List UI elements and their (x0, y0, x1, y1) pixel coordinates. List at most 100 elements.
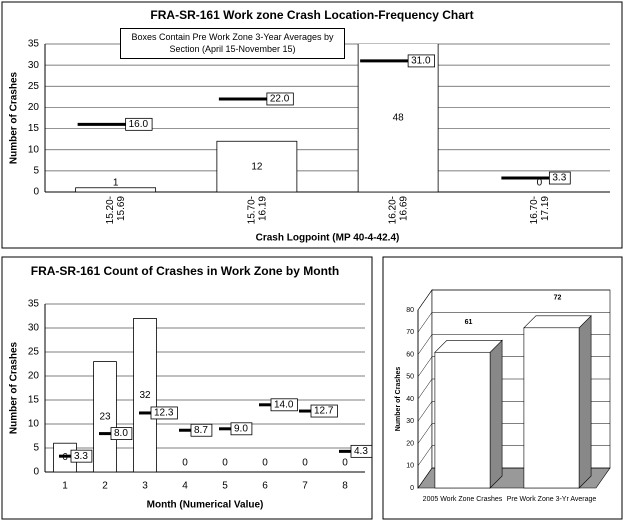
y-tick-label: 20 (28, 102, 40, 113)
bar-value-label: 0 (222, 458, 228, 469)
y-tick-label: 60 (406, 351, 414, 358)
marker-label-box (266, 92, 294, 106)
y-tick-label: 30 (406, 418, 414, 425)
grid-line-side (417, 334, 433, 355)
marker-label: 3.3 (74, 451, 88, 462)
bar-value-label: 6 (62, 452, 68, 463)
x-axis-title: Crash Logpoint (MP 40-4-42.4) (256, 233, 400, 244)
y-tick-label: 80 (406, 307, 414, 314)
marker-label: 12.7 (314, 406, 334, 417)
grid-line-side (417, 289, 433, 311)
bar (216, 140, 298, 192)
y-tick-label: 40 (406, 396, 414, 403)
bar (357, 44, 439, 192)
panel-frame (1, 1, 623, 249)
y-tick-label: 30 (28, 60, 40, 71)
panel-frame (1, 256, 373, 520)
annotation-box: Boxes Contain Pre Work Zone 3-Year Avera… (120, 28, 345, 59)
x-tick-label: 3 (142, 481, 148, 492)
y-tick-label: 50 (406, 374, 414, 381)
x-tick-label: 6 (262, 481, 268, 492)
y-tick-label: 70 (406, 329, 414, 336)
x-tick-label: 7 (302, 481, 308, 492)
marker-label-box (190, 423, 213, 437)
marker-label: 12.3 (154, 408, 174, 419)
grid-line-side (417, 312, 433, 333)
marker-label: 16.0 (129, 119, 149, 130)
x-tick-label: 4 (182, 481, 188, 492)
marker-label-box (150, 406, 178, 420)
x-tick-label: 2005 Work Zone Crashes (423, 496, 503, 503)
marker-label-box (548, 171, 571, 185)
x-tick-label: 16.20-16.69 (387, 196, 409, 225)
marker-label-box (270, 398, 298, 412)
marker-label: 31.0 (411, 56, 431, 67)
x-tick-label: 2 (102, 481, 108, 492)
bar-value-label: 1 (113, 178, 119, 189)
bar-top (523, 315, 592, 329)
y-tick-label: 10 (406, 463, 414, 470)
y-tick-label: 15 (28, 123, 40, 134)
y-axis-title: Number of Crashes (9, 71, 20, 164)
marker-label-box (230, 422, 253, 436)
y-tick-label: 20 (28, 371, 40, 382)
bar-top (434, 339, 503, 353)
grid-line-side (417, 401, 433, 422)
bar-value-label: 0 (302, 458, 308, 469)
marker-label-box (70, 449, 93, 463)
marker-label: 22.0 (270, 94, 290, 105)
panel-frame (382, 256, 623, 520)
annotation: Boxes Contain Pre Work Zone 3-Year Avera… (120, 28, 345, 59)
bar-value-label: 0 (262, 458, 268, 469)
y-tick-label: 0 (33, 467, 39, 478)
y-tick-label: 35 (28, 39, 40, 50)
bar-value-label: 0 (537, 178, 543, 189)
y-tick-label: 0 (410, 485, 414, 492)
x-tick-label: 15.20-15.69 (105, 196, 127, 225)
marker-label: 8.0 (114, 428, 128, 439)
y-tick-label: 5 (33, 165, 39, 176)
marker-label-box (110, 427, 133, 441)
grid-line-side (417, 356, 433, 377)
bar-side (578, 315, 592, 489)
bar-side (489, 339, 503, 489)
marker-label: 9.0 (234, 423, 248, 434)
x-tick-label: 1 (62, 481, 68, 492)
marker-label: 14.0 (274, 399, 294, 410)
x-tick-label: 15.70-16.19 (246, 196, 268, 225)
marker-label-box (407, 54, 435, 68)
x-tick-label: 5 (222, 481, 228, 492)
x-tick-label: 8 (342, 481, 348, 492)
bar (523, 327, 580, 489)
y-tick-label: 0 (33, 187, 39, 198)
bar-value-label: 0 (182, 458, 188, 469)
marker-label: 8.7 (194, 425, 208, 436)
bar-value-label: 32 (139, 390, 151, 401)
y-axis-title: Number of Crashes (9, 341, 20, 434)
y-tick-label: 25 (28, 81, 40, 92)
y-tick-label: 10 (28, 144, 40, 155)
x-tick-label: 16.70-17.19 (529, 196, 551, 225)
marker-label-box (350, 444, 373, 458)
chart-title: FRA-SR-161 Count of Crashes in Work Zone… (31, 264, 339, 278)
bar-value-label: 0 (342, 458, 348, 469)
y-axis-title: Number of Crashes (395, 367, 402, 432)
x-tick-label: Pre Work Zone 3-Yr Average (507, 496, 597, 503)
bar (133, 317, 157, 472)
bar (434, 351, 491, 489)
y-tick-label: 15 (28, 395, 40, 406)
grid-line-side (417, 445, 433, 466)
x-axis-title: Month (Numerical Value) (147, 500, 264, 511)
y-tick-label: 20 (406, 440, 414, 447)
y-tick-label: 5 (33, 443, 39, 454)
marker-label-box (310, 404, 338, 418)
y-tick-label: 10 (28, 419, 40, 430)
y-tick-label: 30 (28, 323, 40, 334)
marker-label: 4.3 (354, 446, 368, 457)
y-tick-label: 35 (28, 299, 40, 310)
grid-line-side (417, 467, 433, 489)
bar (75, 187, 157, 192)
bar-value-label: 12 (251, 161, 263, 172)
bar-value-label: 72 (554, 295, 562, 302)
